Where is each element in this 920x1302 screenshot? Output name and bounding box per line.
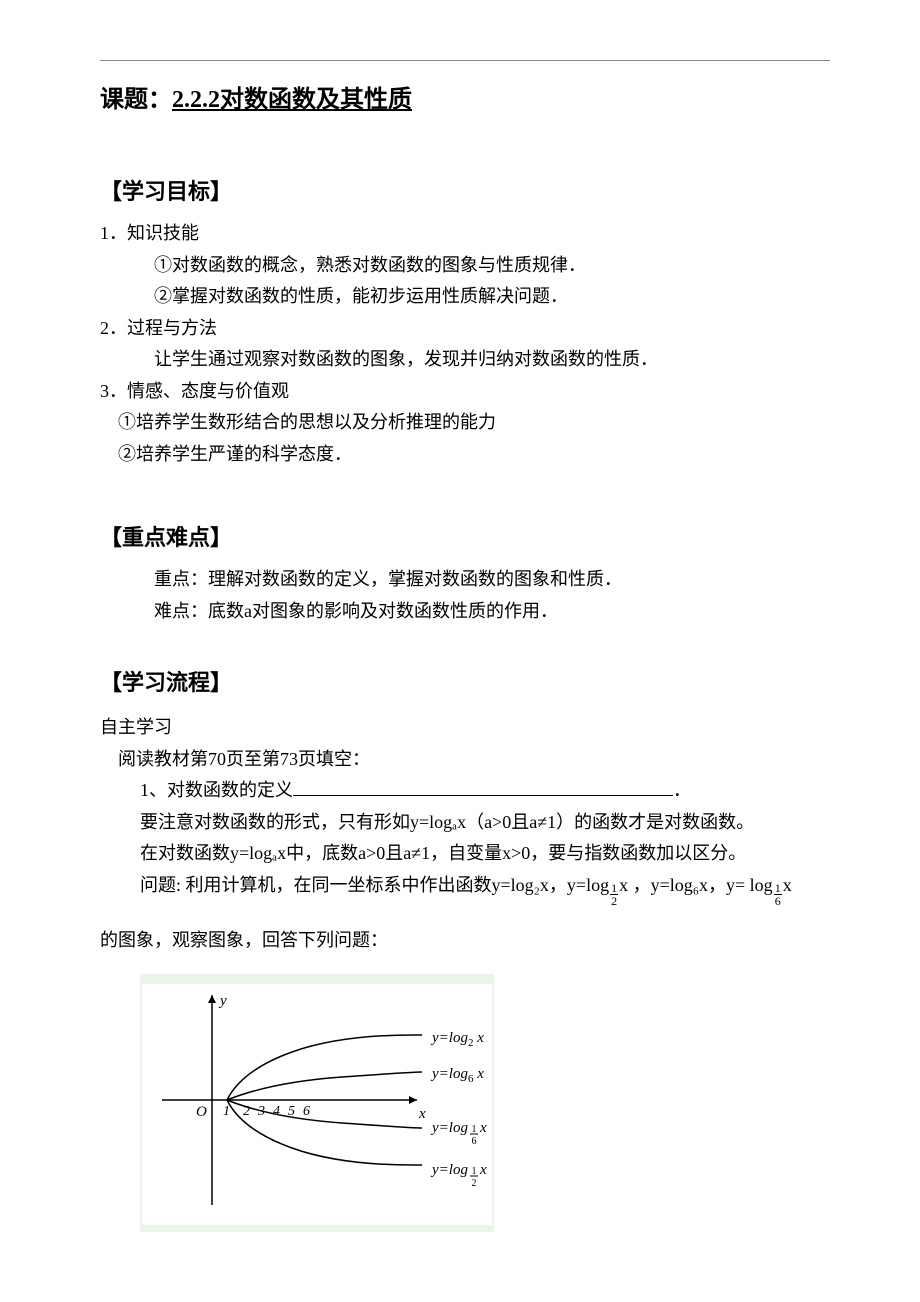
flow-para-1: 要注意对数函数的形式，只有形如y=logₐx（a>0且a≠1）的函数才是对数函数…: [140, 807, 830, 839]
flow-def-label: 1、对数函数的定义: [140, 780, 293, 800]
svg-text:6: 6: [303, 1104, 310, 1119]
svg-text:y: y: [218, 993, 227, 1009]
fraction-1-6: 16: [774, 882, 782, 907]
section-keypoints-heading: 【重点难点】: [100, 520, 830, 552]
fraction-1-2: 12: [610, 882, 618, 907]
flow-intro: 自主学习: [100, 712, 830, 744]
chart-background: yxO123456y=log2 xy=log6 x16y=logx12y=log…: [140, 974, 494, 1232]
objectives-list: 1．知识技能①对数函数的概念，熟悉对数函数的图象与性质规律．②掌握对数函数的性质…: [100, 218, 830, 470]
title-underlined: 2.2.2对数函数及其性质: [172, 87, 412, 113]
blank-underline: [293, 778, 673, 796]
objective-item-label: 2．过程与方法: [100, 313, 830, 345]
objective-item-label: 1．知识技能: [100, 218, 830, 250]
q-prefix: 问题: 利用计算机，在同一坐标系中作出函数y=log₂x，y=log: [140, 875, 609, 895]
section-objectives-heading: 【学习目标】: [100, 174, 830, 206]
objective-sub-line: ①对数函数的概念，熟悉对数函数的图象与性质规律．: [154, 250, 830, 282]
flow-para-2: 在对数函数y=logₐx中，底数a>0且a≠1，自变量x>0，要与指数函数加以区…: [140, 838, 830, 870]
keypoint-line: 难点：底数a对图象的影响及对数函数性质的作用．: [154, 596, 830, 628]
objective-item-label: 3．情感、态度与价值观: [100, 376, 830, 408]
flow-question: 问题: 利用计算机，在同一坐标系中作出函数y=log₂x，y=log12x ，y…: [140, 870, 830, 907]
svg-text:1: 1: [472, 1124, 477, 1135]
svg-text:1: 1: [223, 1104, 230, 1119]
objective-sub-line: 让学生通过观察对数函数的图象，发现并归纳对数函数的性质．: [154, 344, 830, 376]
keypoints-block: 重点：理解对数函数的定义，掌握对数函数的图象和性质． 难点：底数a对图象的影响及…: [154, 564, 830, 627]
title-prefix: 课题：: [100, 87, 172, 113]
svg-text:6: 6: [472, 1136, 477, 1147]
objective-sub-line: ②掌握对数函数的性质，能初步运用性质解决问题．: [154, 281, 830, 313]
objective-sub-line: ②培养学生严谨的科学态度．: [118, 439, 830, 471]
keypoint-line: 重点：理解对数函数的定义，掌握对数函数的图象和性质．: [154, 564, 830, 596]
q-end: x: [783, 875, 792, 895]
objective-sub-line: ①培养学生数形结合的思想以及分析推理的能力: [118, 407, 830, 439]
page-title: 课题：2.2.2对数函数及其性质: [100, 79, 830, 114]
section-flow-heading: 【学习流程】: [100, 665, 830, 697]
svg-text:x: x: [418, 1106, 426, 1122]
flow-read-line: 阅读教材第70页至第73页填空：: [118, 744, 830, 776]
svg-text:2: 2: [472, 1178, 477, 1189]
svg-text:4: 4: [273, 1104, 280, 1119]
flow-def-line: 1、对数函数的定义．: [140, 775, 830, 807]
svg-text:O: O: [196, 1104, 207, 1120]
top-rule: [100, 60, 830, 61]
log-chart-svg: yxO123456y=log2 xy=log6 x16y=logx12y=log…: [142, 980, 492, 1225]
q-mid: x ，y=log₆x，y= log: [619, 875, 773, 895]
flow-graph-line: 的图象，观察图象，回答下列问题：: [100, 925, 830, 957]
log-function-chart: yxO123456y=log2 xy=log6 x16y=logx12y=log…: [140, 974, 830, 1232]
svg-text:1: 1: [472, 1166, 477, 1177]
